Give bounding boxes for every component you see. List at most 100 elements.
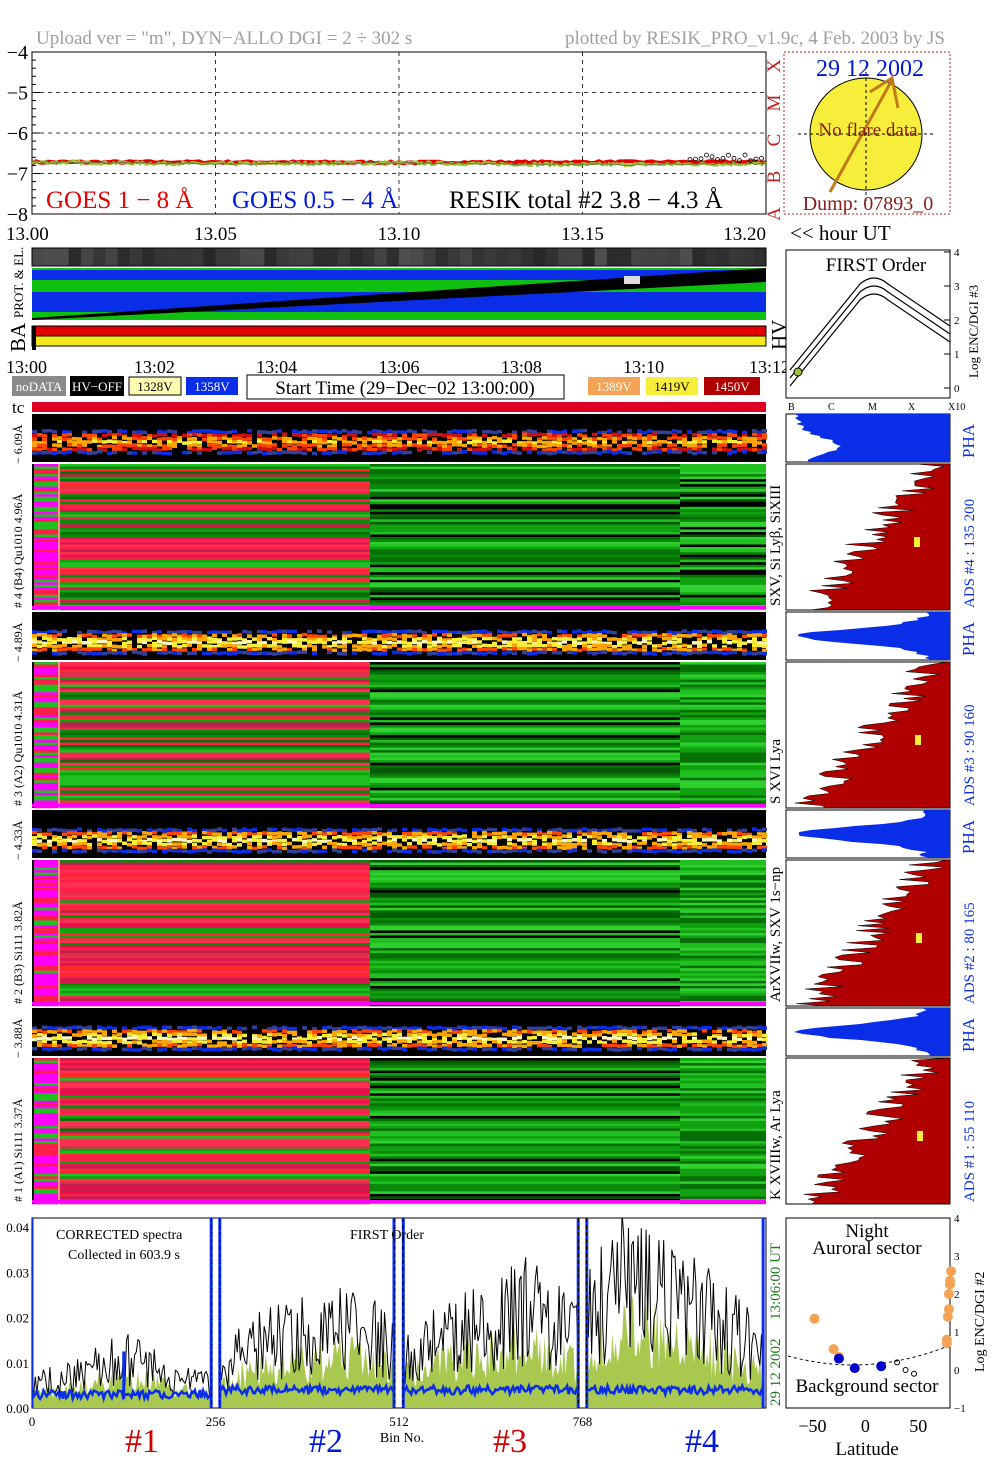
spectrogram-row [680,1183,766,1187]
pha-pixel [162,637,167,641]
pha-pixel [257,634,262,638]
pha-pixel [292,1039,297,1043]
pha-pixel [207,1039,212,1044]
pha-pixel [467,634,472,638]
pha-pixel [87,835,92,840]
pha-pixel [617,1048,622,1052]
spectrogram-lead [34,930,58,934]
pha-pixel [107,1025,112,1030]
pha-pixel [727,429,732,433]
pha-pixel [352,841,357,846]
flare-class-label: C [764,134,785,147]
pha-pixel [197,1033,202,1038]
pha-pixel [142,1036,147,1040]
pha-pixel [737,838,742,842]
pha-pixel [432,1040,437,1044]
pha-pixel [137,444,142,448]
spectrogram-lead [34,1151,58,1154]
pha-pixel [147,828,152,832]
pha-pixel [107,848,112,853]
spectrogram-row [370,940,680,944]
pha-pixel [137,835,142,839]
pha-pixel [457,443,462,447]
spectrogram-row [680,772,766,776]
spectrogram-lead [34,1115,58,1119]
pha-pixel [112,1036,117,1040]
pha-pixel [352,437,357,441]
pha-pixel [412,1036,417,1041]
pha-pixel [507,842,512,846]
spectrogram-row [680,562,766,565]
pha-pixel [532,629,537,634]
pha-pixel [37,632,42,637]
spectrogram-row [58,755,370,758]
spectrogram-row [680,486,766,490]
spectrogram-row [680,466,766,470]
pha-pixel [447,829,452,833]
pha-pixel [152,1029,157,1033]
pha-pixel [162,437,167,441]
spectrogram-lead [34,1158,58,1162]
spectrogram-row [58,1178,370,1182]
spectrogram-row [370,484,680,487]
pha-pixel [67,829,72,833]
pha-pixel [237,850,242,854]
pha-pixel [452,1030,457,1034]
pha-pixel [692,633,697,637]
pha-pixel [717,440,722,444]
pha-pixel [747,1033,752,1038]
pha-pixel [52,835,57,839]
spectrogram-row [680,940,766,944]
spectrogram-lead [34,544,58,548]
pha-pixel [277,1026,282,1031]
pha-pixel [52,644,57,649]
pha-pixel [392,1046,397,1051]
first-order-point [793,367,803,377]
spectrogram-row [680,479,766,482]
spectrogram-row [58,694,370,698]
pha-pixel [97,831,102,835]
pha-pixel [217,640,222,644]
pha-pixel [642,430,647,435]
spectrogram-row [58,1181,370,1185]
pha-pixel [492,831,497,836]
pha-pixel [307,443,312,447]
pha-pixel [652,644,657,648]
pha-pixel [742,1029,747,1033]
pha-pixel [352,828,357,832]
pha-pixel [187,640,192,645]
pha-pixel [487,436,492,441]
pha-pixel [712,437,717,441]
spectrogram-row [680,511,766,515]
spectrogram-row [58,714,370,718]
pha-pixel [357,437,362,442]
pha-pixel [102,433,107,438]
pha-pixel [57,1036,62,1041]
pha-pixel [587,629,592,634]
spectrogram-row [370,1103,680,1107]
pha-pixel [552,451,557,455]
pha-pixel [92,647,97,651]
pha-pixel [722,1036,727,1041]
pha-pixel [192,647,197,652]
pha-pixel [357,841,362,846]
pha-pixel [757,845,762,850]
spectrogram-row [680,795,766,799]
prot-strip [631,248,644,266]
spectrogram-row [680,1103,766,1107]
spectrogram-row [370,948,680,951]
spectrogram-row [370,564,680,568]
pha-pixel [147,444,152,448]
spectrogram-row [370,757,680,761]
pha-pixel [282,1039,287,1043]
spectra-first-order: FIRST Order [350,1228,424,1243]
pha-pixel [362,848,367,852]
pha-pixel [627,630,632,635]
pha-pixel [742,828,747,833]
spectrogram-row [58,905,370,909]
pha-pixel [607,433,612,438]
spectrogram-row [680,1060,766,1064]
pha-pixel [282,846,287,851]
spectrogram-lead [34,547,58,550]
pha-pixel [92,832,97,836]
